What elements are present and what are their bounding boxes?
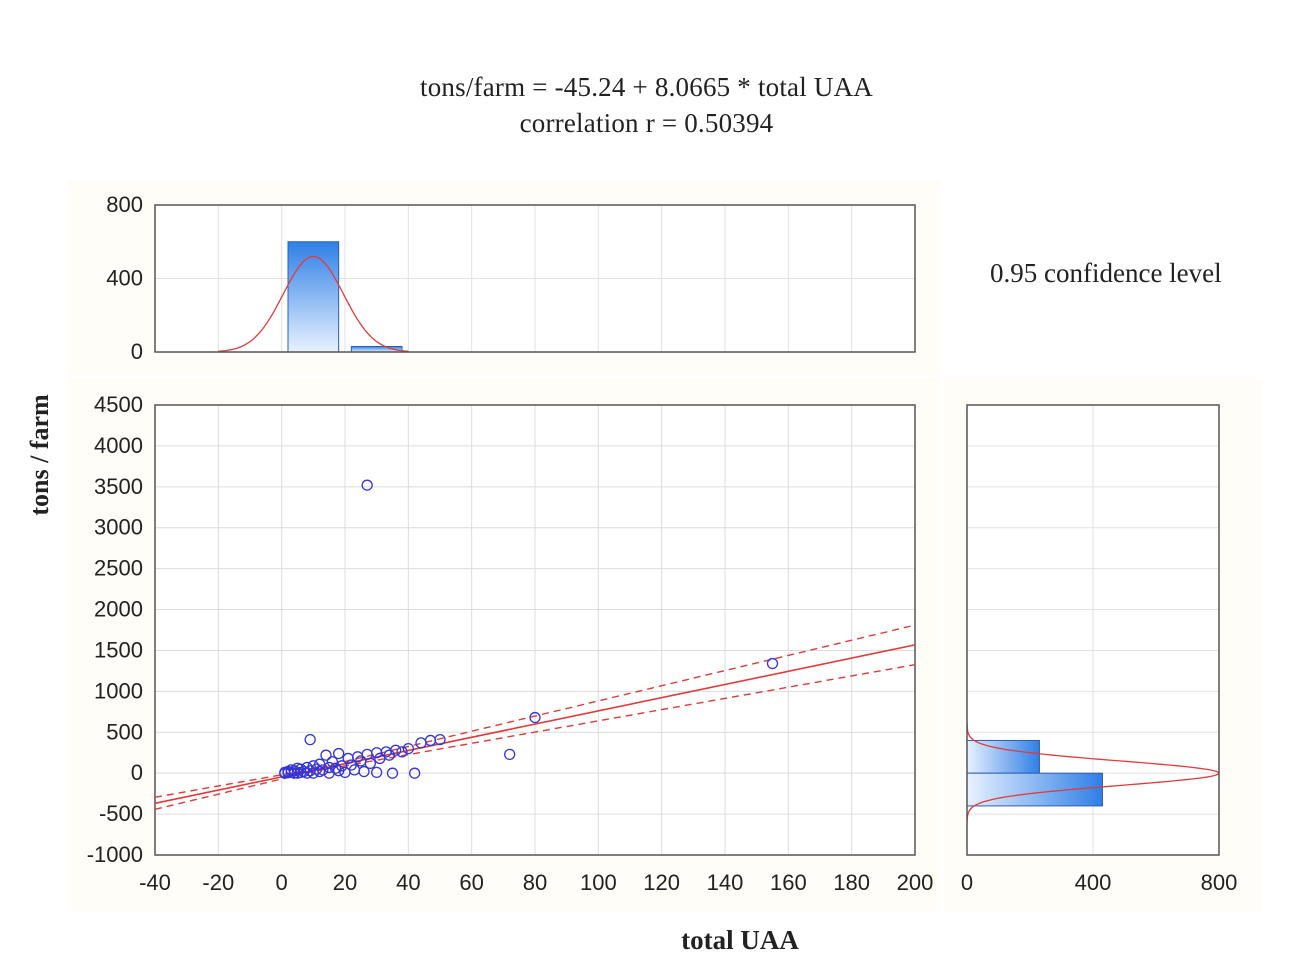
right-histogram-frame [966, 404, 1220, 856]
scatter-point [396, 746, 408, 758]
x-tick-label: 20 [333, 870, 357, 895]
x-tick-label: 40 [396, 870, 420, 895]
scatter-point [304, 733, 316, 746]
x-tick-label: 200 [897, 870, 934, 895]
y-tick-label: -1000 [87, 842, 143, 867]
scatter-point [386, 767, 399, 779]
y-tick-label: -500 [99, 801, 143, 826]
right-x-tick-label: 0 [961, 870, 973, 895]
scatter-point [295, 766, 307, 779]
chart-title-line-1: tons/farm = -45.24 + 8.0665 * total UAA [420, 72, 873, 102]
top-y-tick-label: 800 [106, 192, 143, 217]
scatter-point [361, 479, 373, 491]
scatter-point [307, 767, 319, 779]
y-tick-label: 2000 [94, 597, 143, 622]
y-tick-label: 2500 [94, 556, 143, 581]
scatter-point [342, 752, 354, 765]
scatter-point [529, 711, 541, 724]
scatter-point [333, 747, 345, 760]
x-tick-label: 80 [523, 870, 547, 895]
x-tick-label: 0 [276, 870, 288, 895]
scatter-point [402, 742, 414, 755]
y-tick-label: 500 [106, 719, 143, 744]
confidence-band-upper [154, 624, 916, 798]
y-tick-label: 1500 [94, 637, 143, 662]
y-tick-label: 3500 [94, 474, 143, 499]
x-tick-label: 180 [833, 870, 870, 895]
scatter-point [333, 765, 345, 777]
x-tick-label: -20 [202, 870, 234, 895]
scatter-point [415, 737, 427, 749]
y-tick-label: 4500 [94, 392, 143, 417]
scatter-point [326, 756, 338, 768]
top-y-tick-label: 0 [131, 339, 143, 364]
scatter-point [301, 767, 313, 779]
scatter-point [766, 657, 779, 670]
right-x-tick-label: 400 [1075, 870, 1112, 895]
x-tick-label: 100 [580, 870, 617, 895]
scatter-point [371, 766, 383, 779]
top-histogram-bar [287, 241, 340, 353]
scatter-point [314, 765, 326, 778]
scatter-point [320, 749, 332, 761]
x-tick-label: 120 [643, 870, 680, 895]
right-histogram-bar [966, 739, 1040, 774]
scatter-point [288, 767, 300, 779]
scatter-point [348, 764, 361, 776]
x-tick-label: -40 [139, 870, 171, 895]
top-normal-curve [218, 255, 409, 352]
chart-title-line-2: correlation r = 0.50394 [519, 108, 774, 138]
top-y-tick-label: 400 [106, 266, 143, 291]
x-tick-label: 60 [459, 870, 483, 895]
x-tick-label: 160 [770, 870, 807, 895]
y-tick-label: 3000 [94, 515, 143, 540]
scatter-point [504, 748, 516, 761]
y-tick-label: 0 [131, 760, 143, 785]
top-histogram-frame [154, 204, 916, 353]
right-x-tick-label: 800 [1201, 870, 1238, 895]
confidence-band-lower [154, 664, 916, 810]
scatter-point [364, 757, 376, 770]
scatter-point [409, 767, 421, 779]
main-plot-frame [154, 404, 916, 856]
confidence-level-label: 0.95 confidence level [990, 258, 1222, 288]
x-axis-label: total UAA [681, 925, 799, 955]
y-tick-label: 1000 [94, 678, 143, 703]
x-tick-label: 140 [707, 870, 744, 895]
scatter-point [383, 749, 395, 761]
y-tick-label: 4000 [94, 433, 143, 458]
